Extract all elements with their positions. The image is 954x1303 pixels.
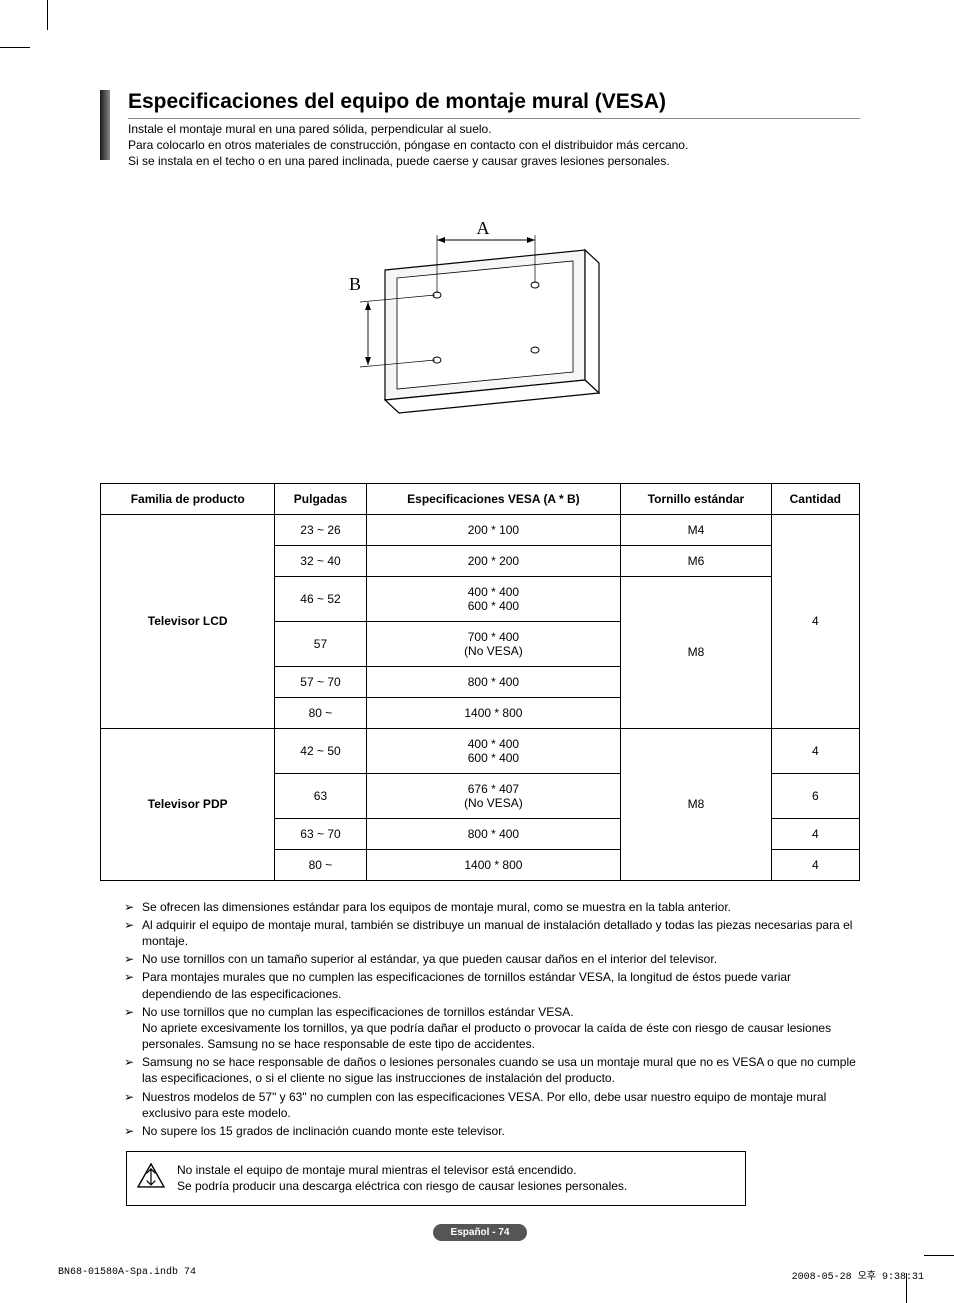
col-qty: Cantidad — [771, 483, 859, 514]
intro-line: Instale el montaje mural en una pared só… — [128, 121, 860, 137]
note-item: Samsung no se hace responsable de daños … — [124, 1054, 860, 1086]
notes-list: Se ofrecen las dimensiones estándar para… — [124, 899, 860, 1140]
cell-vesa: 200 * 200 — [366, 545, 621, 576]
cell-screw: M6 — [621, 545, 771, 576]
footer-metadata: BN68-01580A-Spa.indb 74 2008-05-28 오후 9:… — [58, 1267, 924, 1283]
cell-family-lcd: Televisor LCD — [101, 514, 275, 728]
cell-vesa: 700 * 400 (No VESA) — [366, 621, 621, 666]
page-content: Especificaciones del equipo de montaje m… — [100, 90, 860, 1241]
cell-qty: 4 — [771, 818, 859, 849]
warning-box: No instale el equipo de montaje mural mi… — [126, 1151, 746, 1205]
cell-vesa: 200 * 100 — [366, 514, 621, 545]
cell-screw-m8: M8 — [621, 576, 771, 728]
heading-row: Especificaciones del equipo de montaje m… — [100, 90, 860, 170]
footer-filename: BN68-01580A-Spa.indb 74 — [58, 1267, 196, 1283]
intro-line: Para colocarlo en otros materiales de co… — [128, 137, 860, 153]
col-screw: Tornillo estándar — [621, 483, 771, 514]
cell-qty: 4 — [771, 849, 859, 880]
col-vesa: Especificaciones VESA (A * B) — [366, 483, 621, 514]
warning-line: No instale el equipo de montaje mural mi… — [177, 1162, 731, 1178]
cell-inches: 80 ~ — [275, 697, 366, 728]
col-inches: Pulgadas — [275, 483, 366, 514]
cell-vesa: 400 * 400 600 * 400 — [366, 576, 621, 621]
note-item: Para montajes murales que no cumplen las… — [124, 969, 860, 1001]
heading-accent-bar — [100, 90, 110, 160]
note-item: No supere los 15 grados de inclinación c… — [124, 1123, 860, 1139]
crop-mark — [47, 0, 48, 30]
diagram-label-a: A — [477, 218, 490, 238]
cell-vesa: 400 * 400 600 * 400 — [366, 728, 621, 773]
cell-inches: 32 ~ 40 — [275, 545, 366, 576]
crop-mark — [0, 47, 30, 48]
cell-inches: 57 ~ 70 — [275, 666, 366, 697]
cell-family-pdp: Televisor PDP — [101, 728, 275, 880]
cell-inches: 63 — [275, 773, 366, 818]
warning-line: Se podría producir una descarga eléctric… — [177, 1178, 731, 1194]
mount-diagram-svg: A B — [325, 215, 635, 445]
spec-table: Familia de producto Pulgadas Especificac… — [100, 483, 860, 881]
crop-mark — [924, 1255, 954, 1256]
cell-inches: 63 ~ 70 — [275, 818, 366, 849]
cell-vesa: 800 * 400 — [366, 818, 621, 849]
warning-icon — [137, 1163, 165, 1193]
table-header-row: Familia de producto Pulgadas Especificac… — [101, 483, 860, 514]
table-row: Televisor PDP 42 ~ 50 400 * 400 600 * 40… — [101, 728, 860, 773]
cell-inches: 46 ~ 52 — [275, 576, 366, 621]
cell-inches: 23 ~ 26 — [275, 514, 366, 545]
cell-vesa: 1400 * 800 — [366, 849, 621, 880]
page-title: Especificaciones del equipo de montaje m… — [128, 90, 860, 119]
page-label-wrap: Español - 74 — [100, 1224, 860, 1241]
heading-content: Especificaciones del equipo de montaje m… — [128, 90, 860, 170]
note-item: Al adquirir el equipo de montaje mural, … — [124, 917, 860, 949]
page-number-label: Español - 74 — [433, 1224, 528, 1241]
cell-inches: 57 — [275, 621, 366, 666]
table-row: Televisor LCD 23 ~ 26 200 * 100 M4 4 — [101, 514, 860, 545]
note-item: No use tornillos que no cumplan las espe… — [124, 1004, 860, 1053]
cell-qty: 4 — [771, 728, 859, 773]
cell-inches: 42 ~ 50 — [275, 728, 366, 773]
note-item: No use tornillos con un tamaño superior … — [124, 951, 860, 967]
diagram-label-b: B — [349, 274, 361, 294]
cell-inches: 80 ~ — [275, 849, 366, 880]
cell-screw-m8: M8 — [621, 728, 771, 880]
cell-qty: 4 — [771, 514, 859, 728]
intro-text: Instale el montaje mural en una pared só… — [128, 121, 860, 170]
intro-line: Si se instala en el techo o en una pared… — [128, 153, 860, 169]
footer-timestamp: 2008-05-28 오후 9:38:31 — [792, 1267, 924, 1283]
vesa-diagram: A B — [100, 215, 860, 448]
cell-vesa: 800 * 400 — [366, 666, 621, 697]
note-item: Se ofrecen las dimensiones estándar para… — [124, 899, 860, 915]
cell-vesa: 676 * 407 (No VESA) — [366, 773, 621, 818]
cell-screw: M4 — [621, 514, 771, 545]
col-family: Familia de producto — [101, 483, 275, 514]
cell-vesa: 1400 * 800 — [366, 697, 621, 728]
note-item: Nuestros modelos de 57" y 63" no cumplen… — [124, 1089, 860, 1121]
cell-qty: 6 — [771, 773, 859, 818]
